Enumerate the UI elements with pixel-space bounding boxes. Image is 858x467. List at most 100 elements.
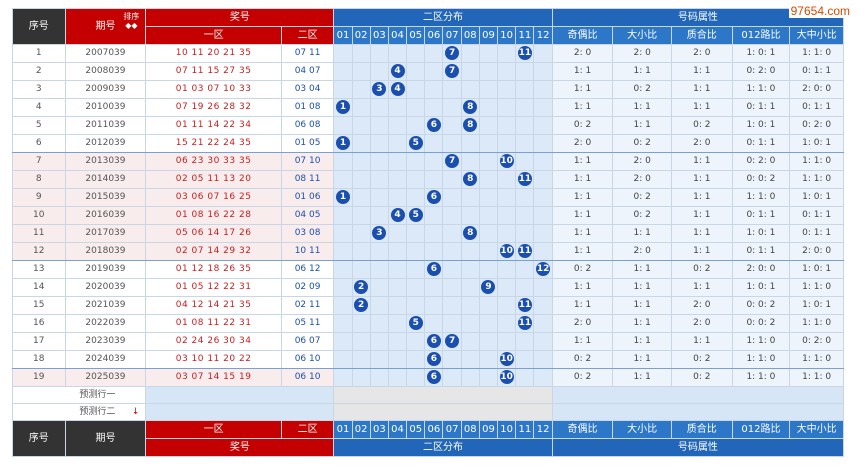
dist-empty-cell — [369, 350, 389, 369]
dist-empty-cell — [533, 170, 553, 189]
zone2-numbers: 02 09 — [280, 278, 335, 297]
period-cell: 2023039 — [64, 332, 147, 351]
attr-cell: 2: 0 — [670, 314, 733, 333]
attr-cell: 1: 1 — [612, 350, 672, 369]
predict-prize-cell[interactable] — [145, 386, 335, 404]
period-cell: 2021039 — [64, 296, 147, 315]
zone1-numbers: 03 06 07 16 25 — [145, 188, 282, 207]
dist-empty-cell — [478, 368, 499, 387]
dist-empty-cell — [333, 206, 353, 225]
arrow-down-icon[interactable]: ↓ — [131, 407, 140, 417]
footer-dist-col: 03 — [369, 420, 389, 439]
blue-ball: 10 — [499, 369, 514, 384]
zone2-numbers: 01 06 — [280, 188, 335, 207]
attr-cell: 0: 2 — [551, 368, 614, 387]
attr-cell: 1: 1: 0 — [789, 314, 844, 333]
attr-cell: 1: 1 — [551, 206, 614, 225]
dist-empty-cell — [442, 134, 462, 153]
dist-hit-cell: 3 — [369, 224, 389, 243]
attr-cell: 1: 0: 1 — [731, 116, 791, 135]
seq-cell: 11 — [12, 224, 66, 243]
dist-empty-cell — [533, 134, 553, 153]
dist-empty-cell — [533, 332, 553, 351]
dist-empty-cell — [478, 296, 499, 315]
attr-cell: 1: 1: 0 — [789, 350, 844, 369]
zone1-numbers: 03 10 11 20 22 — [145, 350, 282, 369]
dist-empty-cell — [442, 368, 462, 387]
attr-cell: 1: 1 — [670, 62, 733, 81]
dist-empty-cell — [333, 296, 353, 315]
period-cell: 2024039 — [64, 350, 147, 369]
attr-cell: 1: 1: 0 — [789, 44, 844, 63]
predict-dist-cell[interactable] — [333, 403, 553, 421]
attr-cell: 2: 0 — [612, 152, 672, 171]
zone2-numbers: 06 08 — [280, 116, 335, 135]
dist-empty-cell — [333, 242, 353, 261]
seq-cell: 17 — [12, 332, 66, 351]
attr-cell: 0: 0: 2 — [731, 170, 791, 189]
predict-dist-cell[interactable] — [333, 386, 553, 404]
predict-row-label[interactable]: 预测行二 ↓ — [11, 403, 147, 421]
attr-cell: 0: 1: 1 — [789, 62, 844, 81]
predict-row-label[interactable]: 预测行一 — [11, 386, 147, 404]
dist-empty-cell — [515, 206, 535, 225]
blue-ball: 6 — [426, 189, 441, 204]
dist-empty-cell — [478, 80, 499, 99]
zone2-numbers: 04 07 — [280, 62, 335, 81]
zone1-numbers: 01 08 11 22 31 — [145, 314, 282, 333]
dist-empty-cell — [387, 170, 408, 189]
table-row: 12 2018039 02 07 14 29 32 10 11 10 11 1: 1 2: 0… — [12, 242, 844, 261]
seq-cell: 1 — [12, 44, 66, 63]
attr-cell: 0: 2: 0 — [789, 116, 844, 135]
col-period-header[interactable]: 期号 排序 ◆◆ — [64, 8, 147, 45]
seq-cell: 15 — [12, 296, 66, 315]
blue-ball: 11 — [517, 243, 532, 258]
zone2-numbers: 06 12 — [280, 260, 335, 279]
seq-cell: 7 — [12, 152, 66, 171]
dist-empty-cell — [460, 332, 480, 351]
attr-cell: 1: 1 — [612, 314, 672, 333]
dist-empty-cell — [387, 350, 408, 369]
dist-empty-cell — [497, 260, 517, 279]
period-cell: 2016039 — [64, 206, 147, 225]
blue-ball: 8 — [463, 225, 478, 240]
dist-empty-cell — [533, 314, 553, 333]
attr-cell: 1: 1 — [612, 332, 672, 351]
dist-empty-cell — [333, 224, 353, 243]
attr-cell: 2: 0 — [670, 44, 733, 63]
footer-dist: 二区分布 — [333, 438, 553, 457]
predict-prize-cell[interactable] — [145, 403, 335, 421]
zone2-numbers: 08 11 — [280, 170, 335, 189]
dist-col-header: 05 — [406, 26, 426, 45]
period-cell: 2009039 — [64, 80, 147, 99]
dist-empty-cell — [533, 80, 553, 99]
sort-toggle[interactable]: 排序 ◆◆ — [123, 12, 139, 30]
dist-empty-cell — [515, 350, 535, 369]
attr-cell: 1: 1 — [670, 98, 733, 117]
dist-empty-cell — [424, 80, 444, 99]
attr-cell: 1: 1: 0 — [731, 332, 791, 351]
seq-cell: 14 — [12, 278, 66, 297]
footer-attr: 大小比 — [612, 420, 672, 439]
blue-ball: 12 — [536, 261, 551, 276]
dist-empty-cell — [406, 170, 426, 189]
dist-empty-cell — [460, 134, 480, 153]
predict-attr-cell[interactable] — [551, 403, 845, 421]
dist-empty-cell — [406, 242, 426, 261]
predict-attr-cell[interactable] — [551, 386, 845, 404]
dist-empty-cell — [515, 278, 535, 297]
zone2-numbers: 07 11 — [280, 44, 335, 63]
dist-empty-cell — [533, 152, 553, 171]
attr-cell: 2: 0 — [551, 314, 614, 333]
attr-cell: 0: 2 — [670, 368, 733, 387]
zone2-numbers: 10 11 — [280, 242, 335, 261]
dist-empty-cell — [515, 62, 535, 81]
dist-empty-cell — [497, 314, 517, 333]
dist-hit-cell: 4 — [387, 206, 408, 225]
dist-empty-cell — [333, 332, 353, 351]
seq-cell: 19 — [12, 368, 66, 387]
dist-hit-cell: 11 — [515, 170, 535, 189]
dist-empty-cell — [351, 152, 371, 171]
dist-empty-cell — [442, 296, 462, 315]
